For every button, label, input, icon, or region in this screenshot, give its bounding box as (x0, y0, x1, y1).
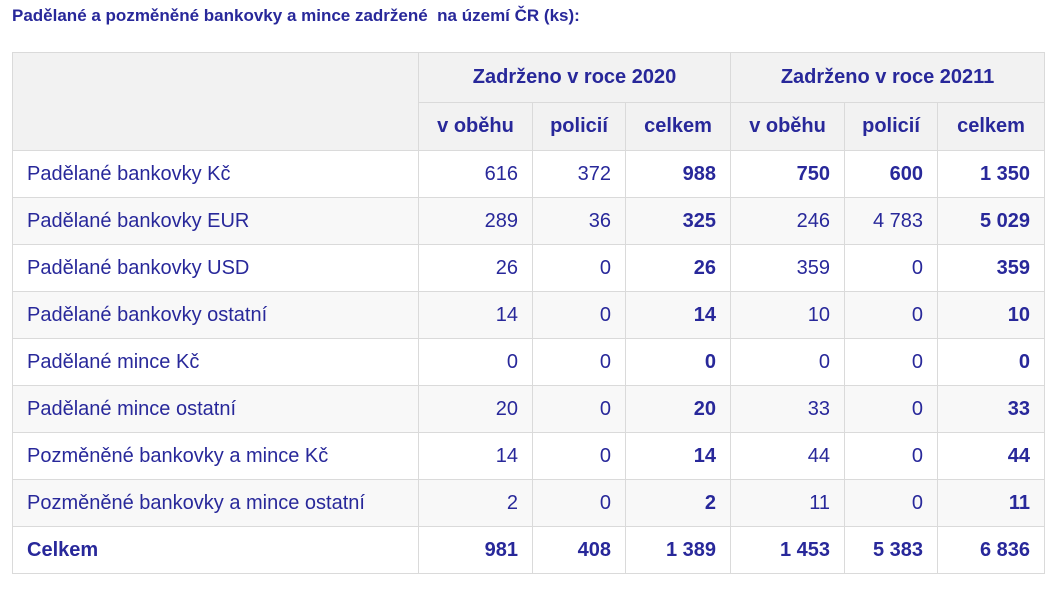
total-2020-polici: 408 (532, 526, 626, 574)
header-group-2020: Zadrženo v roce 2020 (417, 52, 732, 103)
header-row-years: Zadrženo v roce 2020 Zadrženo v roce 202… (12, 52, 1046, 151)
cell-2021-polici: 0 (844, 338, 939, 386)
cell-2020-celkem: 0 (624, 338, 732, 386)
cell-2020-polici: 0 (532, 338, 626, 386)
cell-2021-celkem: 33 (937, 385, 1046, 433)
cell-2020-v-obehu: 0 (418, 338, 533, 386)
counterfeit-table: Zadrženo v roce 2020 Zadrženo v roce 202… (12, 52, 1046, 574)
header-2020-celkem: celkem (624, 102, 732, 151)
cell-2021-polici: 0 (844, 244, 939, 292)
cell-2020-polici: 36 (532, 197, 626, 245)
cell-2021-polici: 0 (844, 432, 939, 480)
row-label: Pozměněné bankovky a mince ostatní (12, 479, 419, 527)
cell-2021-celkem: 44 (937, 432, 1046, 480)
table-row: Padělané bankovky USD 26 0 26 359 0 359 (12, 244, 1046, 292)
cell-2020-v-obehu: 2 (418, 479, 533, 527)
total-2021-celkem: 6 836 (937, 526, 1046, 574)
table-row: Padělané mince ostatní 20 0 20 33 0 33 (12, 385, 1046, 433)
cell-2021-celkem: 5 029 (937, 197, 1046, 245)
cell-2020-celkem: 14 (624, 291, 732, 339)
table-row: Padělané mince Kč 0 0 0 0 0 0 (12, 338, 1046, 386)
cell-2021-v-obehu: 11 (730, 479, 846, 527)
cell-2020-polici: 0 (532, 432, 626, 480)
total-2021-polici: 5 383 (844, 526, 939, 574)
table-row: Padělané bankovky EUR 289 36 325 246 4 7… (12, 197, 1046, 245)
cell-2021-polici: 0 (844, 385, 939, 433)
cell-2021-v-obehu: 246 (730, 197, 846, 245)
cell-2020-v-obehu: 26 (418, 244, 533, 292)
cell-2021-v-obehu: 750 (730, 150, 846, 198)
cell-2020-polici: 0 (532, 291, 626, 339)
row-label: Padělané bankovky ostatní (12, 291, 419, 339)
row-label: Padělané mince Kč (12, 338, 419, 386)
cell-2020-celkem: 988 (624, 150, 732, 198)
cell-2021-v-obehu: 44 (730, 432, 846, 480)
cell-2020-polici: 0 (532, 479, 626, 527)
row-label: Padělané bankovky USD (12, 244, 419, 292)
cell-2021-v-obehu: 359 (730, 244, 846, 292)
table-header: Zadrženo v roce 2020 Zadrženo v roce 202… (12, 52, 1046, 151)
row-label: Pozměněné bankovky a mince Kč (12, 432, 419, 480)
cell-2020-celkem: 14 (624, 432, 732, 480)
cell-2020-celkem: 26 (624, 244, 732, 292)
cell-2020-polici: 0 (532, 244, 626, 292)
header-2021-celkem: celkem (937, 102, 1046, 151)
cell-2020-celkem: 20 (624, 385, 732, 433)
cell-2020-v-obehu: 14 (418, 291, 533, 339)
cell-2021-v-obehu: 33 (730, 385, 846, 433)
cell-2020-v-obehu: 14 (418, 432, 533, 480)
header-row-columns: v oběhu policií celkem v oběhu policií c… (13, 102, 1046, 151)
header-2021-polici: policií (844, 102, 939, 151)
total-2020-v-obehu: 981 (418, 526, 533, 574)
header-2021-v-obehu: v oběhu (730, 102, 846, 151)
cell-2021-polici: 0 (844, 291, 939, 339)
table-row: Pozměněné bankovky a mince ostatní 2 0 2… (12, 479, 1046, 527)
cell-2021-polici: 4 783 (844, 197, 939, 245)
row-label: Padělané bankovky EUR (12, 197, 419, 245)
cell-2020-celkem: 325 (624, 197, 732, 245)
cell-2021-v-obehu: 0 (730, 338, 846, 386)
row-label: Padělané bankovky Kč (12, 150, 419, 198)
cell-2020-polici: 372 (532, 150, 626, 198)
header-2020-v-obehu: v oběhu (418, 102, 533, 151)
cell-2020-v-obehu: 289 (418, 197, 533, 245)
cell-2021-v-obehu: 10 (730, 291, 846, 339)
cell-2020-polici: 0 (532, 385, 626, 433)
header-2020-polici: policií (532, 102, 626, 151)
table-row: Pozměněné bankovky a mince Kč 14 0 14 44… (12, 432, 1046, 480)
cell-2020-celkem: 2 (624, 479, 732, 527)
cell-2020-v-obehu: 20 (418, 385, 533, 433)
header-group-2021: Zadrženo v roce 20211 (730, 52, 1046, 103)
total-row: Celkem 981 408 1 389 1 453 5 383 6 836 (12, 526, 1046, 574)
row-label: Padělané mince ostatní (12, 385, 419, 433)
cell-2021-polici: 0 (844, 479, 939, 527)
cell-2021-celkem: 10 (937, 291, 1046, 339)
header-empty-cell (12, 52, 419, 151)
total-label: Celkem (12, 526, 419, 574)
cell-2021-celkem: 11 (937, 479, 1046, 527)
cell-2021-celkem: 0 (937, 338, 1046, 386)
cell-2020-v-obehu: 616 (418, 150, 533, 198)
table-row: Padělané bankovky Kč 616 372 988 750 600… (12, 150, 1046, 198)
total-2020-celkem: 1 389 (624, 526, 732, 574)
total-2021-v-obehu: 1 453 (730, 526, 846, 574)
cell-2021-celkem: 359 (937, 244, 1046, 292)
table-row: Padělané bankovky ostatní 14 0 14 10 0 1… (12, 291, 1046, 339)
page-title: Padělané a pozměněné bankovky a mince za… (12, 6, 580, 25)
table-body: Padělané bankovky Kč 616 372 988 750 600… (12, 150, 1046, 574)
cell-2021-celkem: 1 350 (937, 150, 1046, 198)
cell-2021-polici: 600 (844, 150, 939, 198)
